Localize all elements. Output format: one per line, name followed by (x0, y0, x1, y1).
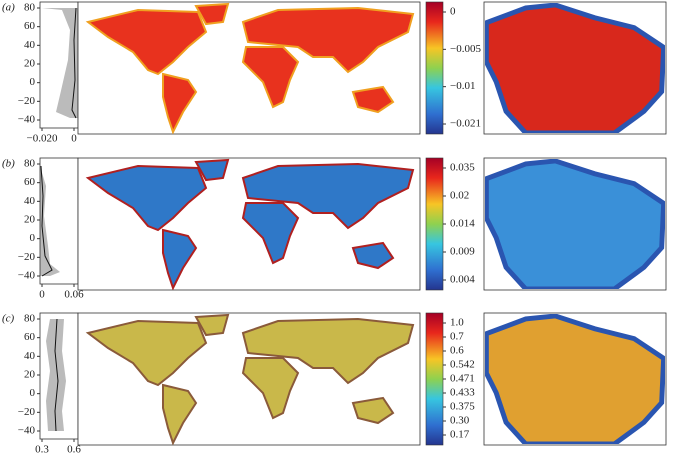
panel: (a) 80 60 40 20 0 −20 −40 −0.020 0 0 −0.005 −0.01 −0.… (2, 1, 667, 145)
y-tick-label: −20 (18, 251, 36, 263)
y-tick-label: 80 (24, 2, 36, 14)
colorbar-label: 0.035 (450, 162, 475, 174)
y-tick-label: 0 (30, 387, 36, 399)
profile-line (71, 7, 77, 119)
y-tick-label: −40 (18, 425, 36, 437)
colorbar-label: 0.433 (450, 387, 475, 399)
x-tick-label: 0.06 (64, 289, 84, 301)
x-tick-label: 0.3 (35, 444, 49, 455)
colorbar-label: 0.542 (450, 359, 475, 371)
y-tick-label: 20 (24, 369, 36, 381)
colorbar-label: 0.004 (450, 274, 475, 286)
colorbar-label: 0.471 (450, 373, 475, 385)
colorbar-label: 0.17 (450, 429, 470, 441)
x-tick-label: 0.6 (67, 444, 81, 455)
y-tick-label: 60 (24, 331, 36, 343)
y-tick-label: 60 (24, 20, 36, 32)
profile-band (46, 319, 66, 431)
panel: (c) 80 60 40 20 0 −20 −40 0.3 0.6 1.0 0.7 0.6 0.542 0.… (2, 312, 667, 455)
colorbar-label: 0.02 (450, 190, 469, 202)
panel-label: (b) (2, 158, 15, 170)
y-tick-label: 40 (24, 39, 36, 51)
y-tick-label: 0 (30, 76, 36, 88)
panel-label: (c) (2, 313, 15, 325)
colorbar-label: −0.01 (450, 80, 475, 92)
colorbar-label: 0 (450, 6, 456, 18)
colorbar (425, 157, 444, 291)
profile-band (40, 166, 60, 276)
colorbar-label: −0.021 (450, 118, 481, 130)
y-tick-label: 20 (24, 58, 36, 70)
colorbar-label: 0.6 (450, 345, 464, 357)
y-tick-label: −40 (18, 270, 36, 282)
y-tick-label: 40 (24, 350, 36, 362)
colorbar (425, 1, 444, 135)
x-tick-label: −0.020 (27, 133, 58, 145)
colorbar-label: 0.009 (450, 246, 475, 258)
y-tick-label: 80 (24, 313, 36, 325)
colorbar-label: 0.30 (450, 415, 470, 427)
x-tick-label: 0 (71, 133, 77, 145)
colorbar-label: 1.0 (450, 317, 464, 329)
y-tick-label: −20 (18, 95, 36, 107)
colorbar-label: −0.005 (450, 43, 481, 55)
y-tick-label: −40 (18, 114, 36, 126)
colorbar-label: 0.7 (450, 331, 464, 343)
panel-label: (a) (2, 2, 15, 14)
colorbar-label: 0.375 (450, 401, 475, 413)
colorbar-label: 0.014 (450, 218, 475, 230)
y-tick-label: −20 (18, 406, 36, 418)
y-tick-label: 80 (24, 158, 36, 170)
y-tick-label: 60 (24, 176, 36, 188)
y-tick-label: 20 (24, 214, 36, 226)
colorbar (425, 312, 444, 446)
x-tick-label: 0 (39, 289, 45, 301)
y-tick-label: 40 (24, 195, 36, 207)
y-tick-label: 0 (30, 232, 36, 244)
profile-line (40, 165, 53, 277)
profile-band (42, 8, 78, 118)
profile-line (54, 318, 59, 432)
